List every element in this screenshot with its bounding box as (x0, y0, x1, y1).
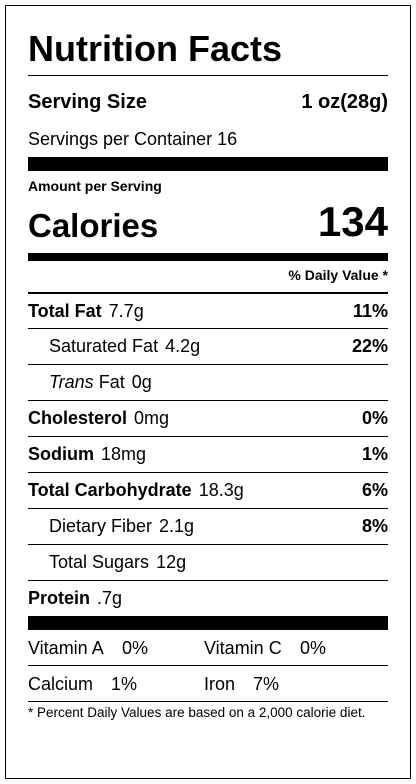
vitamin-row: Calcium 1% Iron 7% (28, 666, 388, 702)
footnote: * Percent Daily Values are based on a 2,… (28, 705, 366, 720)
nutrient-row: Protein .7g (28, 580, 388, 616)
thick-divider (28, 157, 388, 171)
nutrient-amount: 2.1g (159, 516, 195, 536)
nutrient-row: Total Fat 7.7g 11% (28, 292, 388, 328)
nutrient-name-text: Fat (98, 372, 125, 392)
calories-label: Calories (28, 207, 159, 244)
servings-label: Servings per Container (28, 129, 213, 149)
nutrient-row: Trans Fat 0g (28, 364, 388, 400)
nutrient-amount: 18.3g (198, 480, 244, 500)
daily-value: 6% (361, 480, 388, 500)
vitamin-name: Vitamin A (28, 638, 104, 658)
nutrient-row: Total Sugars 12g (28, 544, 388, 580)
daily-value: 11% (352, 300, 388, 321)
nutrient-row: Total Carbohydrate 18.3g 6% (28, 472, 388, 508)
vitamin-row: Vitamin A 0% Vitamin C 0% (28, 630, 388, 666)
nutrient-name-text: Total Fat (28, 300, 102, 321)
vitamin-value: 0% (300, 638, 327, 658)
nutrition-label (5, 5, 411, 779)
nutrient-name-text: Total Carbohydrate (28, 480, 192, 500)
nutrient-amount: 0g (131, 372, 152, 392)
daily-value: 0% (361, 408, 388, 428)
nutrient-name: Protein (28, 588, 90, 609)
nutrient-name-text: Dietary Fiber (49, 516, 153, 536)
nutrient-amount: .7g (97, 588, 123, 608)
nutrient-amount: 0mg (134, 408, 170, 428)
nutrient-name: Total Carbohydrate (28, 480, 192, 501)
nutrient-name: Saturated Fat (49, 336, 158, 357)
nutrient-name-text: Saturated Fat (49, 336, 159, 356)
vitamin-name: Calcium (28, 674, 94, 694)
nutrient-row: Sodium 18mg 1% (28, 436, 388, 472)
daily-value: 1% (361, 444, 388, 464)
servings-per-container: Servings per Container 16 (28, 129, 237, 150)
vitamin-name: Iron (204, 674, 236, 694)
daily-value: 22% (351, 336, 388, 356)
nutrient-name-italic: Trans (49, 372, 94, 392)
daily-value-header: % Daily Value * (288, 267, 388, 283)
nutrient-name: Total Fat (28, 301, 102, 322)
calories-value: 134 (317, 198, 388, 245)
thick-divider (28, 616, 388, 630)
servings-value: 16 (217, 129, 238, 149)
serving-size: 1 oz(28g) (301, 91, 388, 113)
nutrient-name: Dietary Fiber (49, 516, 152, 537)
nutrient-name-text: Total Sugars (49, 552, 150, 572)
vitamin-name: Vitamin C (204, 638, 282, 658)
nutrient-name: Trans Fat (49, 372, 125, 393)
nutrient-name-text: Cholesterol (28, 408, 128, 428)
nutrient-amount: 7.7g (108, 300, 144, 321)
nutrient-name-text: Sodium (28, 444, 94, 464)
serving-size-label: Serving Size (28, 91, 147, 113)
nutrient-name: Sodium (28, 444, 94, 465)
nutrient-name-text: Protein (28, 588, 91, 608)
divider (28, 75, 388, 76)
nutrient-name: Cholesterol (28, 408, 127, 429)
amount-label: Amount per Serving (28, 178, 162, 194)
nutrient-amount: 4.2g (165, 336, 201, 356)
nutrient-row: Saturated Fat 4.2g 22% (28, 328, 388, 364)
vitamin-value: 7% (253, 674, 280, 694)
nutrient-amount: 18mg (101, 444, 147, 464)
nutrient-amount: 12g (156, 552, 187, 572)
nutrient-name: Total Sugars (49, 552, 149, 573)
vitamin-value: 1% (111, 674, 138, 694)
vitamin-value: 0% (122, 638, 149, 658)
nutrient-row: Cholesterol 0mg 0% (28, 400, 388, 436)
title: Nutrition Facts (28, 28, 283, 69)
thick-divider (28, 253, 388, 261)
daily-value: 8% (361, 516, 388, 536)
nutrient-row: Dietary Fiber 2.1g 8% (28, 508, 388, 544)
